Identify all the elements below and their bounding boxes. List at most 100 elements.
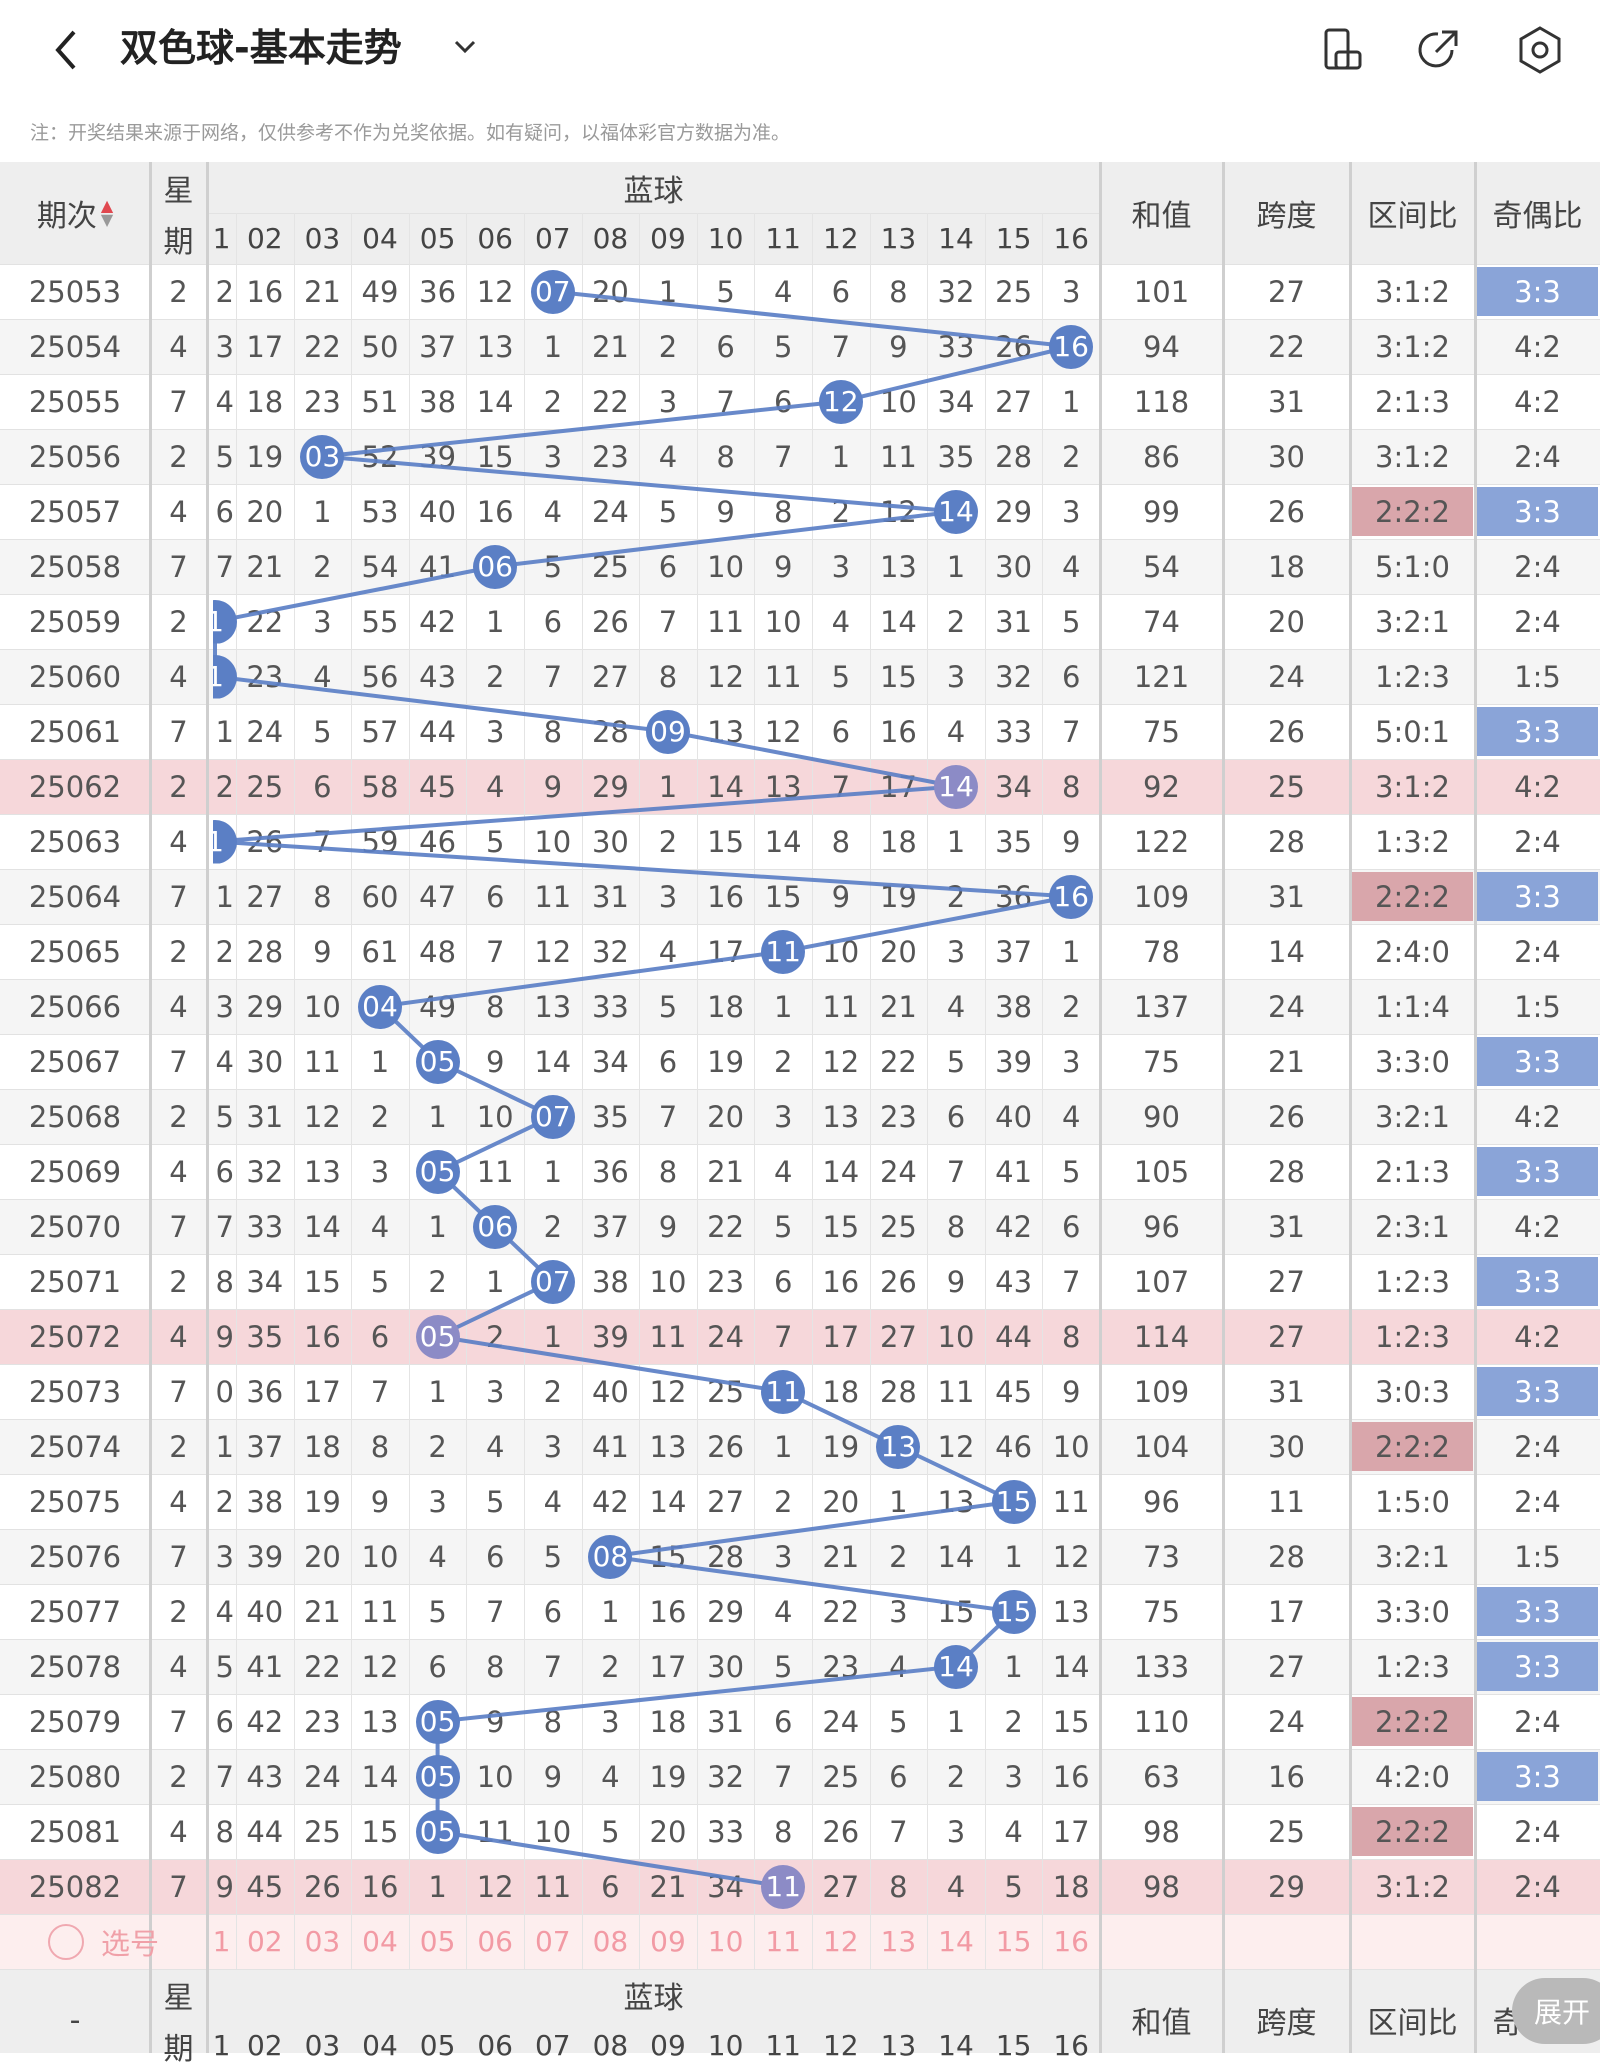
sum-cell: 98: [1143, 1814, 1180, 1849]
blue-ball[interactable]: 05: [415, 1039, 460, 1084]
period-cell[interactable]: 25072: [28, 1319, 122, 1354]
period-cell[interactable]: 25075: [28, 1484, 122, 1519]
select-label[interactable]: 选号: [100, 1926, 159, 1961]
select-blue-number[interactable]: 06: [477, 1925, 513, 1958]
select-blue-number[interactable]: 04: [362, 1925, 398, 1958]
period-cell[interactable]: 25067: [28, 1044, 122, 1079]
back-arrow-icon[interactable]: [40, 22, 96, 78]
period-cell[interactable]: 25064: [28, 879, 122, 914]
select-blue-number[interactable]: 16: [1053, 1925, 1089, 1958]
period-cell[interactable]: 25054: [28, 329, 122, 364]
select-blue-number[interactable]: 03: [304, 1925, 341, 1958]
blue-miss-cell: 35: [937, 439, 975, 474]
period-cell[interactable]: 25058: [28, 549, 122, 584]
blue-ball[interactable]: 14: [934, 489, 978, 534]
period-cell[interactable]: 25063: [28, 824, 122, 859]
period-cell[interactable]: 25082: [28, 1869, 122, 1904]
blue-ball[interactable]: 07: [530, 1094, 575, 1139]
blue-ball[interactable]: 04: [358, 984, 402, 1029]
period-cell[interactable]: 25068: [28, 1099, 122, 1134]
blue-ball[interactable]: 15: [991, 1589, 1036, 1634]
blue-ball[interactable]: 14: [934, 1644, 978, 1689]
blue-miss-cell: 23: [246, 659, 284, 694]
blue-miss-cell: 1: [658, 769, 678, 804]
period-cell[interactable]: 25065: [28, 934, 122, 969]
select-blue-number[interactable]: 15: [995, 1925, 1032, 1958]
period-cell[interactable]: 25061: [28, 714, 122, 749]
select-blue-number[interactable]: 1: [212, 1925, 231, 1958]
blue-ball[interactable]: 12: [818, 379, 863, 424]
blue-ball[interactable]: 03: [300, 434, 345, 479]
period-cell[interactable]: 25077: [28, 1594, 122, 1629]
blue-ball[interactable]: 07: [530, 1259, 575, 1304]
blue-ball[interactable]: 07: [530, 269, 575, 314]
period-cell[interactable]: 25076: [28, 1539, 122, 1574]
blue-ball[interactable]: 11: [761, 1369, 806, 1414]
blue-ball[interactable]: 13: [876, 1424, 921, 1469]
period-cell[interactable]: 25074: [28, 1429, 122, 1464]
period-cell[interactable]: 25079: [28, 1704, 122, 1739]
select-blue-number[interactable]: 09: [650, 1925, 686, 1958]
zone-ratio-cell: 3:1:2: [1375, 329, 1450, 364]
settings-icon[interactable]: [1514, 24, 1566, 76]
period-cell[interactable]: 25080: [28, 1759, 122, 1794]
select-blue-number[interactable]: 08: [592, 1925, 629, 1958]
period-cell[interactable]: 25078: [28, 1649, 122, 1684]
disclaimer-note: 注：开奖结果来源于网络，仅供参考不作为兑奖依据。如有疑问，以福体彩官方数据为准。: [30, 122, 791, 144]
blue-ball[interactable]: 06: [473, 544, 518, 589]
blue-ball[interactable]: 16: [1049, 874, 1094, 919]
period-cell[interactable]: 25053: [28, 274, 122, 309]
period-cell[interactable]: 25081: [28, 1814, 122, 1849]
week-cell: 2: [169, 1759, 188, 1794]
select-blue-number[interactable]: 07: [534, 1925, 571, 1958]
period-cell[interactable]: 25055: [28, 384, 122, 419]
period-cell[interactable]: 25056: [28, 439, 122, 474]
blue-ball[interactable]: 06: [473, 1204, 518, 1249]
blue-ball[interactable]: 09: [646, 709, 690, 754]
select-blue-number[interactable]: 10: [707, 1925, 744, 1958]
blue-ball[interactable]: 11: [761, 1864, 806, 1909]
period-cell[interactable]: 25060: [28, 659, 122, 694]
blue-ball[interactable]: 16: [1049, 324, 1094, 369]
select-blue-number[interactable]: 13: [880, 1925, 917, 1958]
expand-button[interactable]: 展开: [1512, 1978, 1600, 2044]
blue-ball[interactable]: 11: [761, 929, 806, 974]
period-header[interactable]: 期次 ▲ ▼: [36, 196, 114, 235]
period-cell[interactable]: 25069: [28, 1154, 122, 1189]
blue-miss-cell: 4: [370, 1209, 390, 1244]
blue-ball[interactable]: 05: [415, 1314, 460, 1359]
sum-cell: 78: [1143, 934, 1180, 969]
period-cell[interactable]: 25059: [28, 604, 122, 639]
blue-ball[interactable]: 05: [415, 1699, 460, 1744]
blue-ball[interactable]: 05: [415, 1149, 460, 1194]
period-cell[interactable]: 25062: [28, 769, 122, 804]
blue-miss-cell: 8: [831, 824, 851, 859]
period-cell[interactable]: 25071: [28, 1264, 122, 1299]
blue-miss-cell: 17: [879, 769, 917, 804]
period-cell[interactable]: 25073: [28, 1374, 122, 1409]
page-title[interactable]: 双色球-基本走势: [120, 26, 402, 70]
select-blue-number[interactable]: 14: [938, 1925, 974, 1958]
screen-rotate-icon[interactable]: [1316, 24, 1368, 76]
blue-miss-cell: 11: [764, 659, 802, 694]
select-blue-number[interactable]: 12: [822, 1925, 859, 1958]
select-circle-icon[interactable]: [48, 1924, 84, 1960]
dropdown-chevron-icon[interactable]: [450, 32, 480, 62]
blue-ball[interactable]: 05: [415, 1754, 460, 1799]
period-cell[interactable]: 25057: [28, 494, 122, 529]
share-icon[interactable]: [1412, 24, 1464, 76]
sort-arrows-icon[interactable]: ▲ ▼: [100, 196, 114, 229]
column-divider: [206, 162, 209, 2053]
blue-ball[interactable]: 08: [588, 1534, 633, 1579]
select-blue-number[interactable]: 05: [419, 1925, 456, 1958]
select-blue-number[interactable]: 02: [246, 1925, 283, 1958]
select-blue-number[interactable]: 11: [765, 1925, 801, 1958]
blue-ball[interactable]: 15: [991, 1479, 1036, 1524]
blue-ball[interactable]: 05: [415, 1809, 460, 1854]
blue-miss-cell: 7: [1061, 714, 1081, 749]
period-cell[interactable]: 25070: [28, 1209, 122, 1244]
blue-ball[interactable]: 14: [934, 764, 978, 809]
period-cell[interactable]: 25066: [28, 989, 122, 1024]
blue-miss-cell: 38: [995, 989, 1033, 1024]
blue-miss-cell: 7: [658, 1099, 678, 1134]
